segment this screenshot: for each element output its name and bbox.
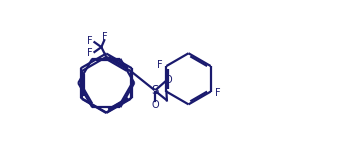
- Text: F: F: [87, 36, 93, 46]
- Text: O: O: [164, 75, 172, 85]
- Text: F: F: [87, 48, 93, 58]
- Text: F: F: [215, 88, 220, 98]
- Text: O: O: [151, 100, 159, 110]
- Text: F: F: [103, 32, 108, 42]
- Text: F: F: [157, 60, 162, 70]
- Text: S: S: [152, 84, 159, 97]
